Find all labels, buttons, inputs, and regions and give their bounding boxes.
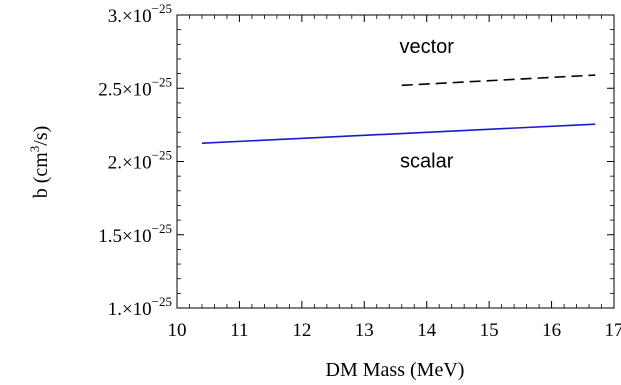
y-tick-exponent: −25 xyxy=(152,294,172,309)
y-tick-times: ×10 xyxy=(122,226,152,247)
series-line-scalar xyxy=(201,123,596,144)
y-tick-label: 1.×10−25 xyxy=(108,294,172,320)
y-tick-label: 2.×10−25 xyxy=(108,148,172,174)
y-tick-mantissa: 1.5 xyxy=(98,226,122,247)
y-tick-times: ×10 xyxy=(122,79,152,100)
y-axis-label-tail: /s) xyxy=(30,126,52,146)
y-tick-exponent: −25 xyxy=(152,1,172,16)
y-tick-times: ×10 xyxy=(122,299,152,320)
y-tick-exponent: −25 xyxy=(152,74,172,89)
y-axis-label-sup: 3 xyxy=(27,146,42,153)
x-tick-label: 13 xyxy=(355,320,374,341)
y-tick-mantissa: 3. xyxy=(108,6,122,27)
y-tick-mantissa: 2. xyxy=(108,153,122,174)
x-tick-label: 11 xyxy=(230,320,248,341)
y-tick-exponent: −25 xyxy=(152,148,172,163)
x-tick-label: 14 xyxy=(417,320,437,341)
y-tick-label: 1.5×10−25 xyxy=(98,221,172,247)
y-tick-label: 2.5×10−25 xyxy=(98,74,172,100)
y-tick-exponent: −25 xyxy=(152,221,172,236)
y-axis-ticks: 1.×10−251.5×10−252.×10−252.5×10−253.×10−… xyxy=(98,1,614,320)
series-line-vector xyxy=(401,74,596,87)
annotation-scalar: scalar xyxy=(400,150,454,172)
y-tick-times: ×10 xyxy=(122,153,152,174)
annotation-layer: vector scalar xyxy=(399,36,454,172)
series-layer xyxy=(201,74,596,144)
x-tick-label: 15 xyxy=(480,320,499,341)
x-tick-label: 17 xyxy=(605,320,621,341)
y-tick-mantissa: 2.5 xyxy=(98,79,122,100)
y-axis-label-base: b (cm xyxy=(30,152,52,199)
x-tick-label: 10 xyxy=(168,320,187,341)
y-tick-label: 3.×10−25 xyxy=(108,1,172,27)
y-tick-times: ×10 xyxy=(122,6,152,27)
y-axis-label: b (cm3/s) xyxy=(27,126,52,199)
x-tick-label: 12 xyxy=(292,320,311,341)
x-tick-label: 16 xyxy=(542,320,561,341)
x-axis-label: DM Mass (MeV) xyxy=(326,359,465,381)
annotation-vector: vector xyxy=(399,36,454,58)
x-axis-ticks: 10 11 12 13 14 15 16 17 xyxy=(168,15,621,341)
plot-frame xyxy=(176,14,615,309)
y-tick-mantissa: 1. xyxy=(108,299,122,320)
